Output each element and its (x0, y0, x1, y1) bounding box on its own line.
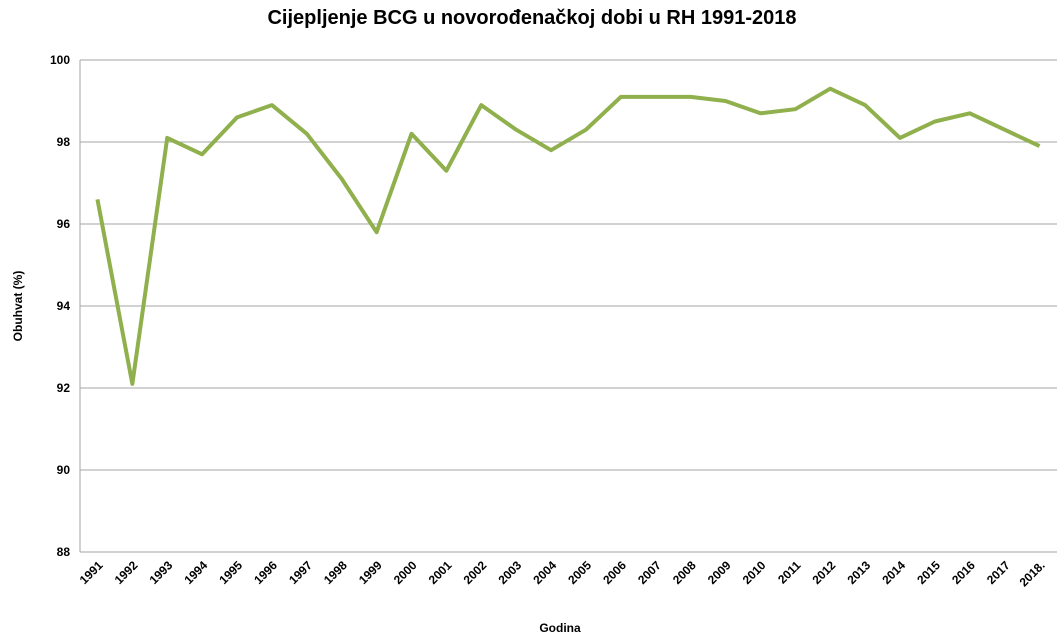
x-tick-label: 1991 (77, 558, 106, 587)
x-tick-label: 2018. (1017, 558, 1048, 589)
x-tick-label: 2001 (426, 558, 455, 587)
x-tick-label: 2010 (740, 558, 769, 587)
y-tick-label: 100 (50, 53, 70, 67)
x-tick-label: 2017 (984, 558, 1013, 587)
x-tick-label: 2015 (914, 558, 943, 587)
x-tick-label: 1994 (181, 558, 210, 587)
y-tick-label: 92 (57, 381, 71, 395)
chart-title: Cijepljenje BCG u novorođenačkoj dobi u … (267, 7, 796, 29)
x-tick-label: 1996 (251, 558, 280, 587)
x-tick-label: 2009 (705, 558, 734, 587)
x-tick-label: 2003 (496, 558, 525, 587)
y-tick-label: 96 (57, 217, 71, 231)
y-tick-label: 90 (57, 463, 71, 477)
x-tick-label: 2008 (670, 558, 699, 587)
y-tick-label: 94 (57, 299, 71, 313)
x-tick-label: 1997 (286, 558, 315, 587)
x-tick-label: 2006 (600, 558, 629, 587)
data-line (95, 86, 1041, 386)
x-tick-label: 2011 (775, 558, 804, 587)
x-tick-label: 2000 (391, 558, 420, 587)
x-axis-label: Godina (539, 621, 581, 635)
x-tick-label: 1993 (147, 558, 176, 587)
x-tick-label: 2013 (844, 558, 873, 587)
x-tick-label: 2002 (461, 558, 490, 587)
x-tick-label: 2007 (635, 558, 664, 587)
x-tick-label: 2012 (810, 558, 839, 587)
x-tick-label: 2016 (949, 558, 978, 587)
x-tick-label: 1992 (112, 558, 141, 587)
x-tick-label: 2004 (530, 558, 559, 587)
y-tick-label: 88 (57, 545, 71, 559)
x-tick-label: 1995 (216, 558, 245, 587)
y-axis-label: Obuhvat (%) (11, 271, 25, 342)
x-tick-label: 2014 (879, 558, 908, 587)
x-tick-label: 1999 (356, 558, 385, 587)
y-tick-label: 98 (57, 135, 71, 149)
x-tick-label: 2005 (565, 558, 594, 587)
x-tick-label: 1998 (321, 558, 350, 587)
